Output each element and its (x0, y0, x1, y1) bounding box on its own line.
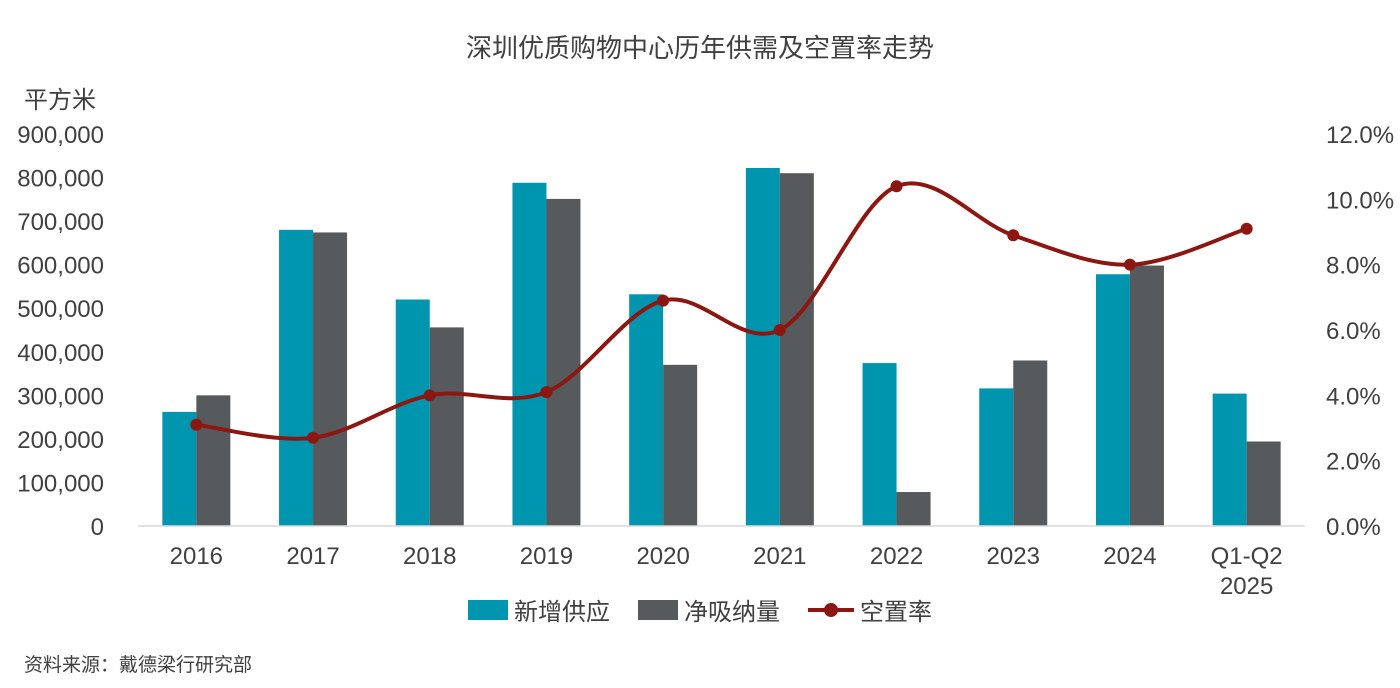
left-tick-label: 800,000 (17, 166, 104, 193)
left-tick-label: 700,000 (17, 209, 104, 236)
bar-supply (162, 411, 197, 526)
bar-absorption (429, 327, 464, 526)
vacancy-point (190, 418, 203, 431)
right-tick-label: 12.0% (1326, 122, 1394, 149)
left-tick-label: 300,000 (17, 383, 104, 410)
source-note: 资料来源：戴德梁行研究部 (24, 655, 253, 676)
left-tick-label: 400,000 (17, 340, 104, 367)
legend-item-vacancy: 空置率 (808, 592, 932, 627)
left-tick-label: 200,000 (17, 427, 104, 454)
right-tick-label: 10.0% (1326, 187, 1394, 214)
left-tick-label: 900,000 (17, 122, 104, 149)
x-tick-label: 2021 (753, 543, 806, 570)
bar-supply (979, 388, 1014, 526)
right-axis-ticks: 0.0% 2.0% 4.0% 6.0% 8.0% 10.0% 12.0% (1326, 122, 1394, 541)
bar-supply (279, 229, 314, 527)
vacancy-point (890, 180, 903, 193)
left-axis-unit-label: 平方米 (24, 87, 96, 114)
legend-label-vacancy: 空置率 (860, 599, 932, 626)
bar-absorption (663, 364, 698, 526)
left-tick-label: 600,000 (17, 253, 104, 280)
right-tick-label: 4.0% (1326, 383, 1381, 410)
vacancy-point (773, 324, 786, 336)
right-tick-label: 8.0% (1326, 253, 1381, 280)
bar-absorption (896, 492, 931, 526)
vacancy-line-series (190, 180, 1253, 444)
bar-absorption (1129, 265, 1164, 526)
bar-supply (1212, 393, 1247, 526)
x-tick-label: 2024 (1103, 543, 1156, 570)
vacancy-point (1007, 229, 1020, 242)
bar-absorption (313, 232, 348, 527)
left-axis-ticks: 0 100,000 200,000 300,000 400,000 500,000 600,… (17, 122, 104, 541)
right-tick-label: 6.0% (1326, 318, 1381, 345)
legend-swatch-absorption (638, 599, 678, 620)
vacancy-point (540, 386, 553, 399)
bar-supply (512, 182, 547, 526)
bar-series (162, 167, 1281, 527)
vacancy-point (657, 294, 670, 307)
chart-title: 深圳优质购物中心历年供需及空置率走势 (465, 33, 934, 63)
bar-absorption (546, 198, 581, 527)
bar-absorption (779, 173, 814, 526)
left-tick-label: 0 (91, 514, 104, 541)
legend-item-absorption: 净吸纳量 (638, 592, 780, 627)
vacancy-point (307, 431, 320, 444)
left-tick-label: 500,000 (17, 296, 104, 323)
legend-swatch-vacancy (808, 600, 854, 620)
bar-absorption (1246, 441, 1281, 526)
x-tick-label: Q1-Q2 2025 (1211, 543, 1283, 600)
x-tick-label: 2016 (170, 543, 223, 570)
bar-supply (395, 299, 430, 526)
legend-label-absorption: 净吸纳量 (684, 599, 780, 626)
legend: 新增供应 净吸纳量 空置率 (0, 592, 1400, 627)
bar-supply (745, 167, 780, 526)
vacancy-point (1240, 222, 1253, 235)
vacancy-point (423, 389, 436, 402)
bar-absorption (1013, 360, 1048, 526)
bar-supply (1095, 274, 1130, 526)
x-axis-ticks: 2016 2017 2018 2019 2020 2021 2022 2023 2024 Q1-Q… (170, 543, 1283, 600)
bar-supply (629, 294, 664, 526)
vacancy-point (1123, 258, 1136, 271)
bar-absorption (196, 395, 231, 526)
x-tick-label: 2022 (870, 543, 923, 570)
vacancy-line (196, 181, 1248, 441)
x-tick-label: 2020 (636, 543, 689, 570)
legend-item-supply: 新增供应 (468, 592, 610, 627)
legend-label-supply: 新增供应 (514, 599, 610, 626)
left-tick-label: 100,000 (17, 470, 104, 497)
x-tick-label: 2019 (520, 543, 573, 570)
x-tick-label: 2023 (987, 543, 1040, 570)
bar-supply (862, 363, 897, 526)
right-tick-label: 0.0% (1326, 514, 1381, 541)
legend-swatch-supply (468, 599, 508, 620)
x-tick-label: 2018 (403, 543, 456, 570)
right-tick-label: 2.0% (1326, 449, 1381, 476)
x-tick-label: 2017 (286, 543, 339, 570)
